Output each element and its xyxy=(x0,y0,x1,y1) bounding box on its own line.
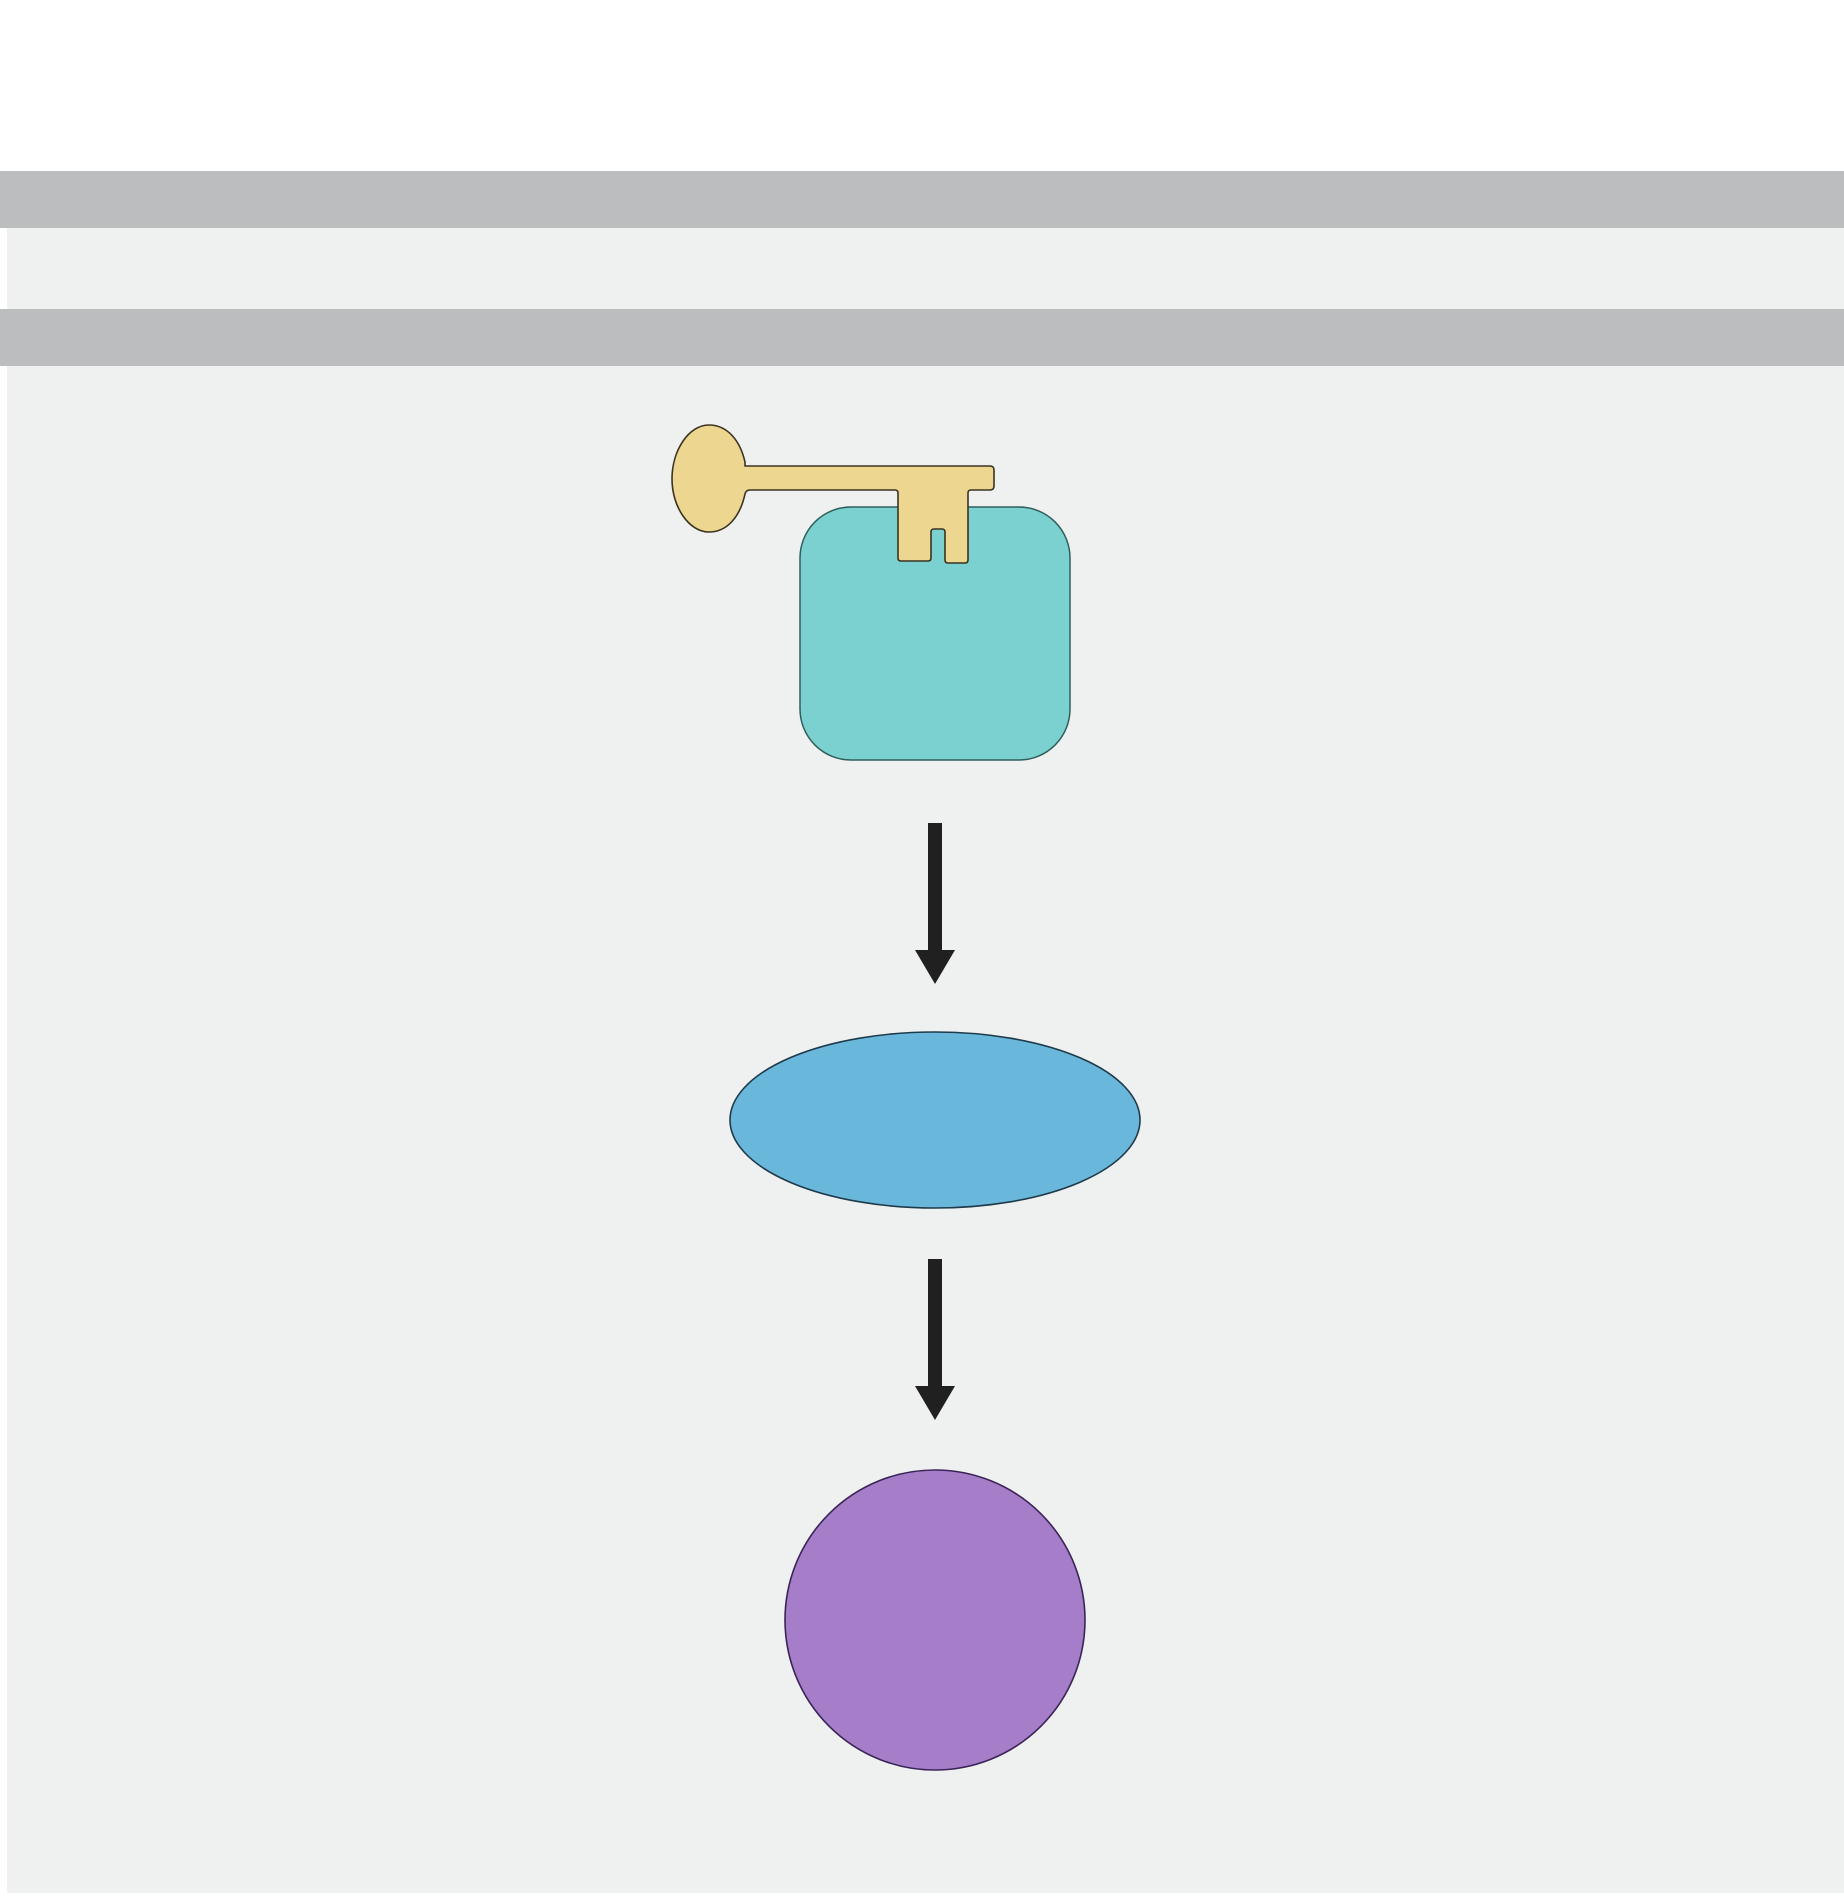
membrane-outer-band xyxy=(0,171,1844,228)
membrane-inner-band xyxy=(0,309,1844,366)
output-node xyxy=(785,1470,1085,1770)
receptor-node xyxy=(800,507,1070,760)
arrow-shaft xyxy=(928,1259,942,1387)
arrow-shaft xyxy=(928,823,942,951)
intermediate-node xyxy=(730,1032,1140,1208)
